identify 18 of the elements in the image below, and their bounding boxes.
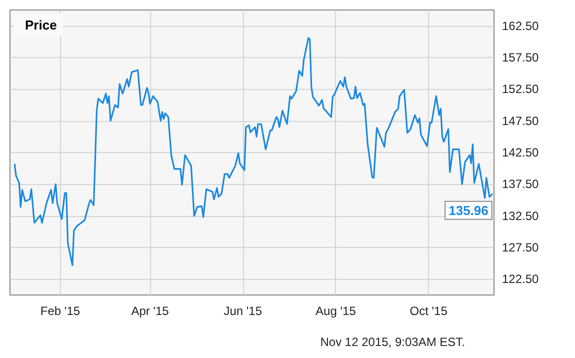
y-tick-label: 137.50	[502, 177, 540, 192]
x-tick-label: Aug '15	[316, 304, 356, 318]
y-tick-label: 127.50	[502, 240, 540, 254]
annotation: 135.96	[448, 202, 488, 218]
x-tick-label: Oct '15	[410, 304, 448, 318]
y-tick-label: 157.50	[502, 50, 540, 64]
y-tick-label: 132.50	[502, 208, 540, 223]
y-tick-label: 162.50	[502, 18, 540, 33]
x-tick-label: Feb '15	[40, 304, 80, 318]
y-tick-label: 152.50	[502, 82, 540, 96]
y-tick-label: 147.50	[502, 114, 540, 128]
x-tick-label: Apr '15	[131, 304, 170, 318]
line-series	[14, 37, 494, 266]
text: Nov 12 2015, 9:03AM EST.	[320, 335, 465, 349]
text: Price	[25, 18, 57, 32]
y-tick-label: 142.50	[502, 146, 540, 160]
y-tick-label: 122.50	[502, 272, 540, 286]
x-tick-label: Jun '15	[224, 304, 262, 318]
